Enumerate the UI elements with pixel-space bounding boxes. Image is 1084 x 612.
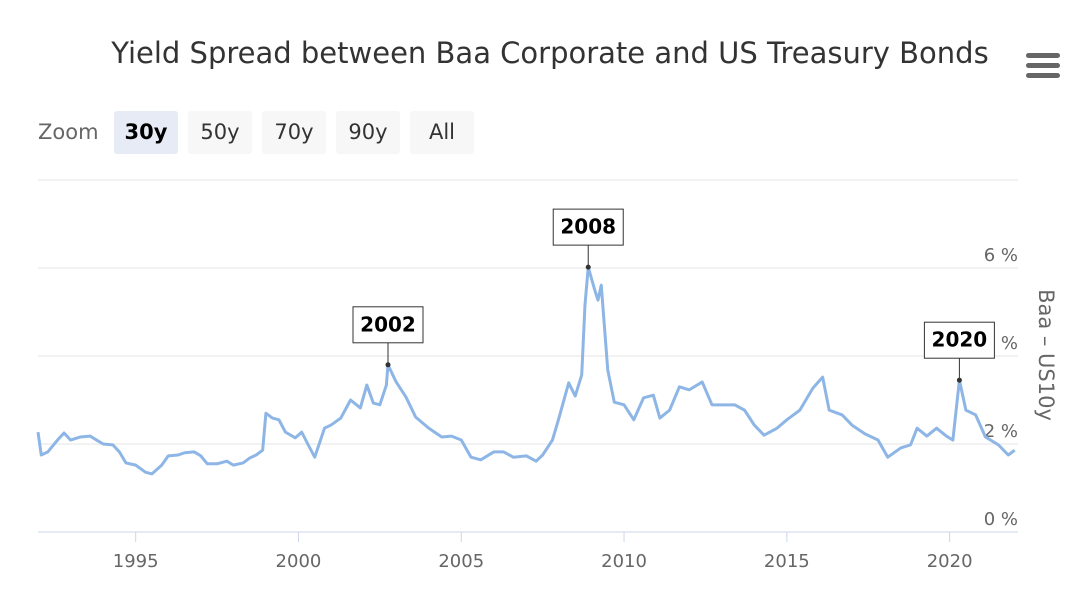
- zoom-label: Zoom: [38, 120, 99, 144]
- zoom-button-bg: [114, 111, 178, 154]
- x-tick-label: 1995: [113, 551, 159, 572]
- chart-title: Yield Spread between Baa Corporate and U…: [110, 36, 988, 70]
- annotation-box: [352, 306, 424, 344]
- zoom-button-bg: [410, 111, 474, 154]
- zoom-button[interactable]: All: [410, 111, 474, 154]
- y-tick-label: 2 %: [984, 421, 1018, 442]
- zoom-button-label: 90y: [348, 120, 387, 144]
- y-axis-title: Baa – US10y: [1034, 289, 1058, 421]
- annotation-box: [552, 208, 624, 246]
- menu-bar: [1026, 53, 1060, 58]
- annotation-box: [923, 321, 995, 359]
- annotation-label: 2008: [560, 215, 616, 239]
- annotation-point: [956, 377, 962, 383]
- x-tick-label: 2020: [927, 551, 973, 572]
- zoom-button-label: 70y: [274, 120, 313, 144]
- zoom-button-bg: [336, 111, 400, 154]
- y-tick-label: 6 %: [984, 245, 1018, 266]
- zoom-button[interactable]: 30y: [114, 111, 178, 154]
- zoom-button-label: 30y: [125, 120, 168, 144]
- zoom-button-bg: [262, 111, 326, 154]
- x-tick-label: 2005: [438, 551, 484, 572]
- series-line: [36, 265, 1016, 476]
- zoom-button[interactable]: 70y: [262, 111, 326, 154]
- y-tick-label: 0 %: [984, 509, 1018, 530]
- zoom-button[interactable]: 90y: [336, 111, 400, 154]
- x-tick-label: 2010: [601, 551, 647, 572]
- annotation-label: 2002: [360, 312, 416, 336]
- x-tick-label: 2015: [764, 551, 810, 572]
- zoom-button[interactable]: 50y: [188, 111, 252, 154]
- annotation-label: 2020: [932, 328, 988, 352]
- menu-bar: [1026, 73, 1060, 78]
- zoom-button-bg: [188, 111, 252, 154]
- menu-button[interactable]: [1026, 53, 1060, 78]
- x-tick-label: 2000: [276, 551, 322, 572]
- annotation-point: [385, 362, 391, 368]
- zoom-button-label: All: [429, 120, 455, 144]
- menu-bar: [1026, 63, 1060, 68]
- annotation-point: [585, 264, 591, 270]
- zoom-button-label: 50y: [200, 120, 239, 144]
